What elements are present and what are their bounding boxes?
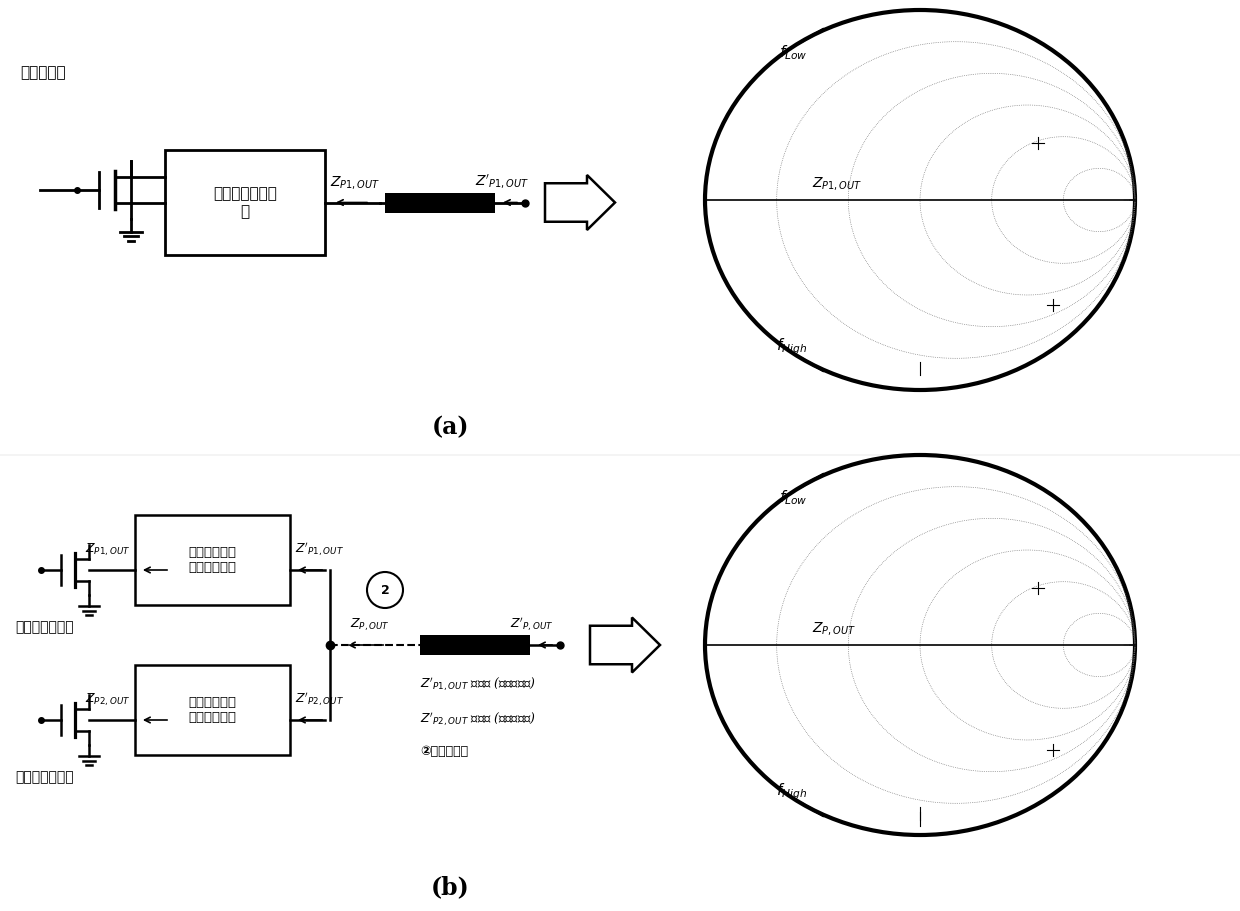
- Text: 第一峰值功放管: 第一峰值功放管: [15, 620, 73, 634]
- Text: $Z'_{P2,OUT}$: $Z'_{P2,OUT}$: [295, 691, 345, 708]
- Text: 双频第一峰值
输出匹配网络: 双频第一峰值 输出匹配网络: [188, 546, 237, 574]
- Text: (b): (b): [430, 875, 470, 899]
- Text: $f_{High}$: $f_{High}$: [776, 336, 807, 356]
- Text: ②峰值合路点: ②峰值合路点: [420, 745, 469, 758]
- Text: (a): (a): [432, 415, 469, 439]
- Text: $Z'_{P1,OUT}$: $Z'_{P1,OUT}$: [475, 172, 529, 190]
- Text: 峰值功放管: 峰值功放管: [20, 65, 66, 80]
- Text: $Z_{P2,OUT}$: $Z_{P2,OUT}$: [84, 691, 130, 708]
- Text: $Z_{P,OUT}$: $Z_{P,OUT}$: [812, 620, 857, 637]
- Text: $Z'_{P2,OUT}$ 为短路 (回退点之前): $Z'_{P2,OUT}$ 为短路 (回退点之前): [420, 710, 536, 728]
- Text: 峰值输出匹配网
络: 峰值输出匹配网 络: [213, 187, 277, 219]
- Text: $Z_{P,OUT}$: $Z_{P,OUT}$: [350, 617, 389, 633]
- Text: 双频第二峰值
输出匹配网络: 双频第二峰值 输出匹配网络: [188, 696, 237, 724]
- Text: 2: 2: [381, 584, 389, 597]
- Text: $f_{Low}$: $f_{Low}$: [779, 44, 807, 62]
- Text: $Z_{P1,OUT}$: $Z_{P1,OUT}$: [330, 173, 381, 190]
- Bar: [135, 515, 290, 605]
- Polygon shape: [546, 175, 615, 230]
- Bar: [384, 192, 495, 212]
- Bar: [420, 635, 529, 655]
- Bar: [135, 665, 290, 755]
- Text: 第二峰值功放管: 第二峰值功放管: [15, 770, 73, 784]
- Text: $f_{Low}$: $f_{Low}$: [779, 488, 807, 507]
- Bar: [165, 150, 325, 255]
- Text: $Z_{P1,OUT}$: $Z_{P1,OUT}$: [84, 542, 130, 558]
- Text: $f_{High}$: $f_{High}$: [776, 781, 807, 802]
- Polygon shape: [590, 618, 660, 672]
- Text: $Z_{P1,OUT}$: $Z_{P1,OUT}$: [812, 175, 863, 192]
- Text: $Z'_{P1,OUT}$: $Z'_{P1,OUT}$: [295, 540, 345, 558]
- Text: $Z'_{P1,OUT}$ 为短路 (回退点之前): $Z'_{P1,OUT}$ 为短路 (回退点之前): [420, 675, 536, 692]
- Text: $Z'_{P,OUT}$: $Z'_{P,OUT}$: [510, 615, 553, 633]
